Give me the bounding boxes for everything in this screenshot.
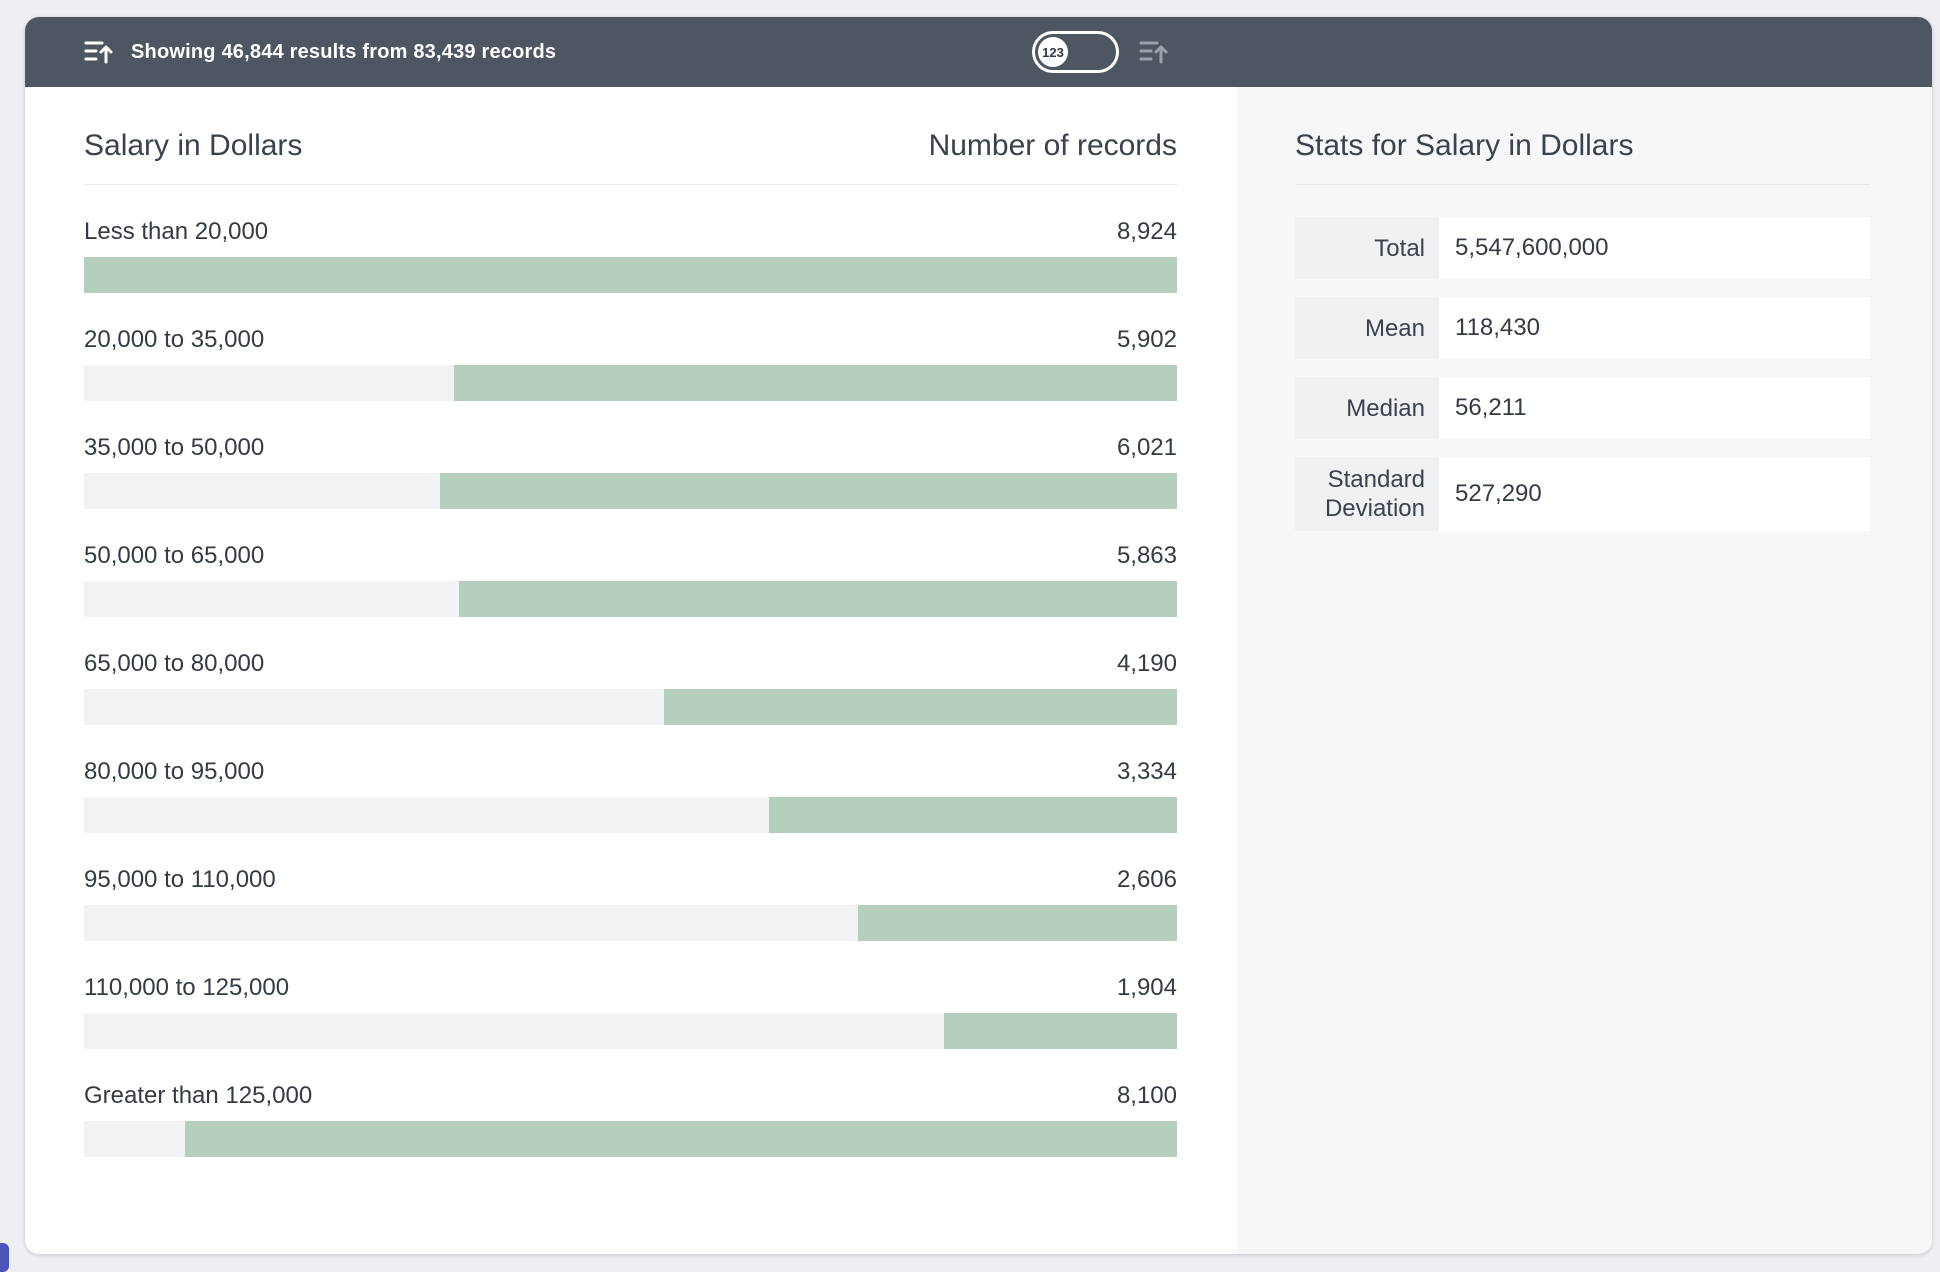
bucket-count: 1,904 [1116,974,1177,1001]
card-body: Salary in Dollars Number of records Less… [25,87,1932,1254]
bucket-label: 95,000 to 110,000 [84,866,276,893]
bucket-label: 50,000 to 65,000 [84,542,265,569]
sort-ascending-icon-muted[interactable] [1139,38,1169,66]
histogram-row-labels: 50,000 to 65,000 5,863 [84,542,1177,570]
bar-fill[interactable] [943,1013,1177,1049]
numeric-display-toggle[interactable]: 123 [1032,31,1119,73]
histogram-header-row: Salary in Dollars Number of records [84,87,1177,163]
histogram-row: 95,000 to 110,000 2,606 [84,833,1177,941]
histogram-row: 50,000 to 65,000 5,863 [84,509,1177,617]
status-group: Showing 46,844 results from 83,439 recor… [84,38,556,66]
toggle-knob[interactable]: 123 [1038,37,1068,67]
bucket-label: 35,000 to 50,000 [84,434,265,461]
bucket-count: 6,021 [1116,434,1177,461]
histogram-row-labels: 95,000 to 110,000 2,606 [84,866,1177,894]
stat-label: Standard Deviation [1295,457,1439,531]
histogram-row: 110,000 to 125,000 1,904 [84,941,1177,1049]
bar-track[interactable] [84,905,1177,941]
histogram-row: Less than 20,000 8,924 [84,185,1177,293]
bar-fill[interactable] [857,905,1177,941]
histogram-row-labels: Greater than 125,000 8,100 [84,1082,1177,1110]
stat-row: Standard Deviation 527,290 [1295,457,1870,531]
histogram-row: 35,000 to 50,000 6,021 [84,401,1177,509]
bar-fill[interactable] [458,581,1177,617]
histogram-row-labels: 20,000 to 35,000 5,902 [84,326,1177,354]
histogram-row-labels: Less than 20,000 8,924 [84,218,1177,246]
bar-track[interactable] [84,689,1177,725]
stat-value: 527,290 [1439,457,1870,531]
bucket-count: 5,902 [1116,326,1177,353]
histogram-row: 80,000 to 95,000 3,334 [84,725,1177,833]
histogram-row: 65,000 to 80,000 4,190 [84,617,1177,725]
histogram-header-divider [84,184,1177,185]
bar-track[interactable] [84,257,1177,293]
histogram-rows: Less than 20,000 8,924 20,000 to 35,000 … [84,185,1177,1157]
bucket-label: 80,000 to 95,000 [84,758,265,785]
stat-value: 118,430 [1439,297,1870,359]
bar-fill[interactable] [84,257,1177,293]
bar-fill[interactable] [768,797,1177,833]
field-title: Salary in Dollars [84,129,303,162]
stat-label: Mean [1295,297,1439,359]
header-controls: 123 [1032,17,1169,87]
stats-pane: Stats for Salary in Dollars Total 5,547,… [1237,87,1932,1254]
bucket-count: 8,924 [1116,218,1177,245]
stat-row: Median 56,211 [1295,377,1870,439]
bar-track[interactable] [84,1121,1177,1157]
stat-value: 56,211 [1439,377,1870,439]
results-card: Showing 46,844 results from 83,439 recor… [25,17,1932,1254]
value-column-title: Number of records [928,129,1177,162]
bar-fill[interactable] [184,1121,1177,1157]
bucket-label: 20,000 to 35,000 [84,326,265,353]
bucket-count: 2,606 [1116,866,1177,893]
bar-track[interactable] [84,1013,1177,1049]
bucket-label: 110,000 to 125,000 [84,974,290,1001]
stat-value: 5,547,600,000 [1439,217,1870,279]
bar-track[interactable] [84,581,1177,617]
histogram-row-labels: 110,000 to 125,000 1,904 [84,974,1177,1002]
results-status-text: Showing 46,844 results from 83,439 recor… [131,40,557,63]
stats-rows: Total 5,547,600,000 Mean 118,430 Median … [1295,217,1870,531]
sort-ascending-icon[interactable] [84,38,114,66]
bucket-count: 3,334 [1116,758,1177,785]
bar-track[interactable] [84,365,1177,401]
stats-header-divider [1295,184,1870,185]
stat-row: Total 5,547,600,000 [1295,217,1870,279]
status-bar: Showing 46,844 results from 83,439 recor… [25,17,1932,87]
bucket-label: 65,000 to 80,000 [84,650,265,677]
histogram-row: 20,000 to 35,000 5,902 [84,293,1177,401]
stats-title: Stats for Salary in Dollars [1295,129,1634,162]
toggle-knob-label: 123 [1042,44,1064,60]
stat-label: Total [1295,217,1439,279]
bucket-count: 8,100 [1116,1082,1177,1109]
bucket-label: Less than 20,000 [84,218,269,245]
histogram-row-labels: 65,000 to 80,000 4,190 [84,650,1177,678]
bar-fill[interactable] [439,473,1177,509]
bar-track[interactable] [84,473,1177,509]
bucket-count: 5,863 [1116,542,1177,569]
histogram-row: Greater than 125,000 8,100 [84,1049,1177,1157]
histogram-row-labels: 35,000 to 50,000 6,021 [84,434,1177,462]
bucket-label: Greater than 125,000 [84,1082,313,1109]
corner-accent [0,1243,9,1272]
bucket-count: 4,190 [1116,650,1177,677]
stat-row: Mean 118,430 [1295,297,1870,359]
bar-fill[interactable] [454,365,1177,401]
stats-header-row: Stats for Salary in Dollars [1295,87,1870,163]
bar-fill[interactable] [663,689,1177,725]
histogram-row-labels: 80,000 to 95,000 3,334 [84,758,1177,786]
histogram-pane: Salary in Dollars Number of records Less… [25,87,1237,1254]
stat-label: Median [1295,377,1439,439]
bar-track[interactable] [84,797,1177,833]
